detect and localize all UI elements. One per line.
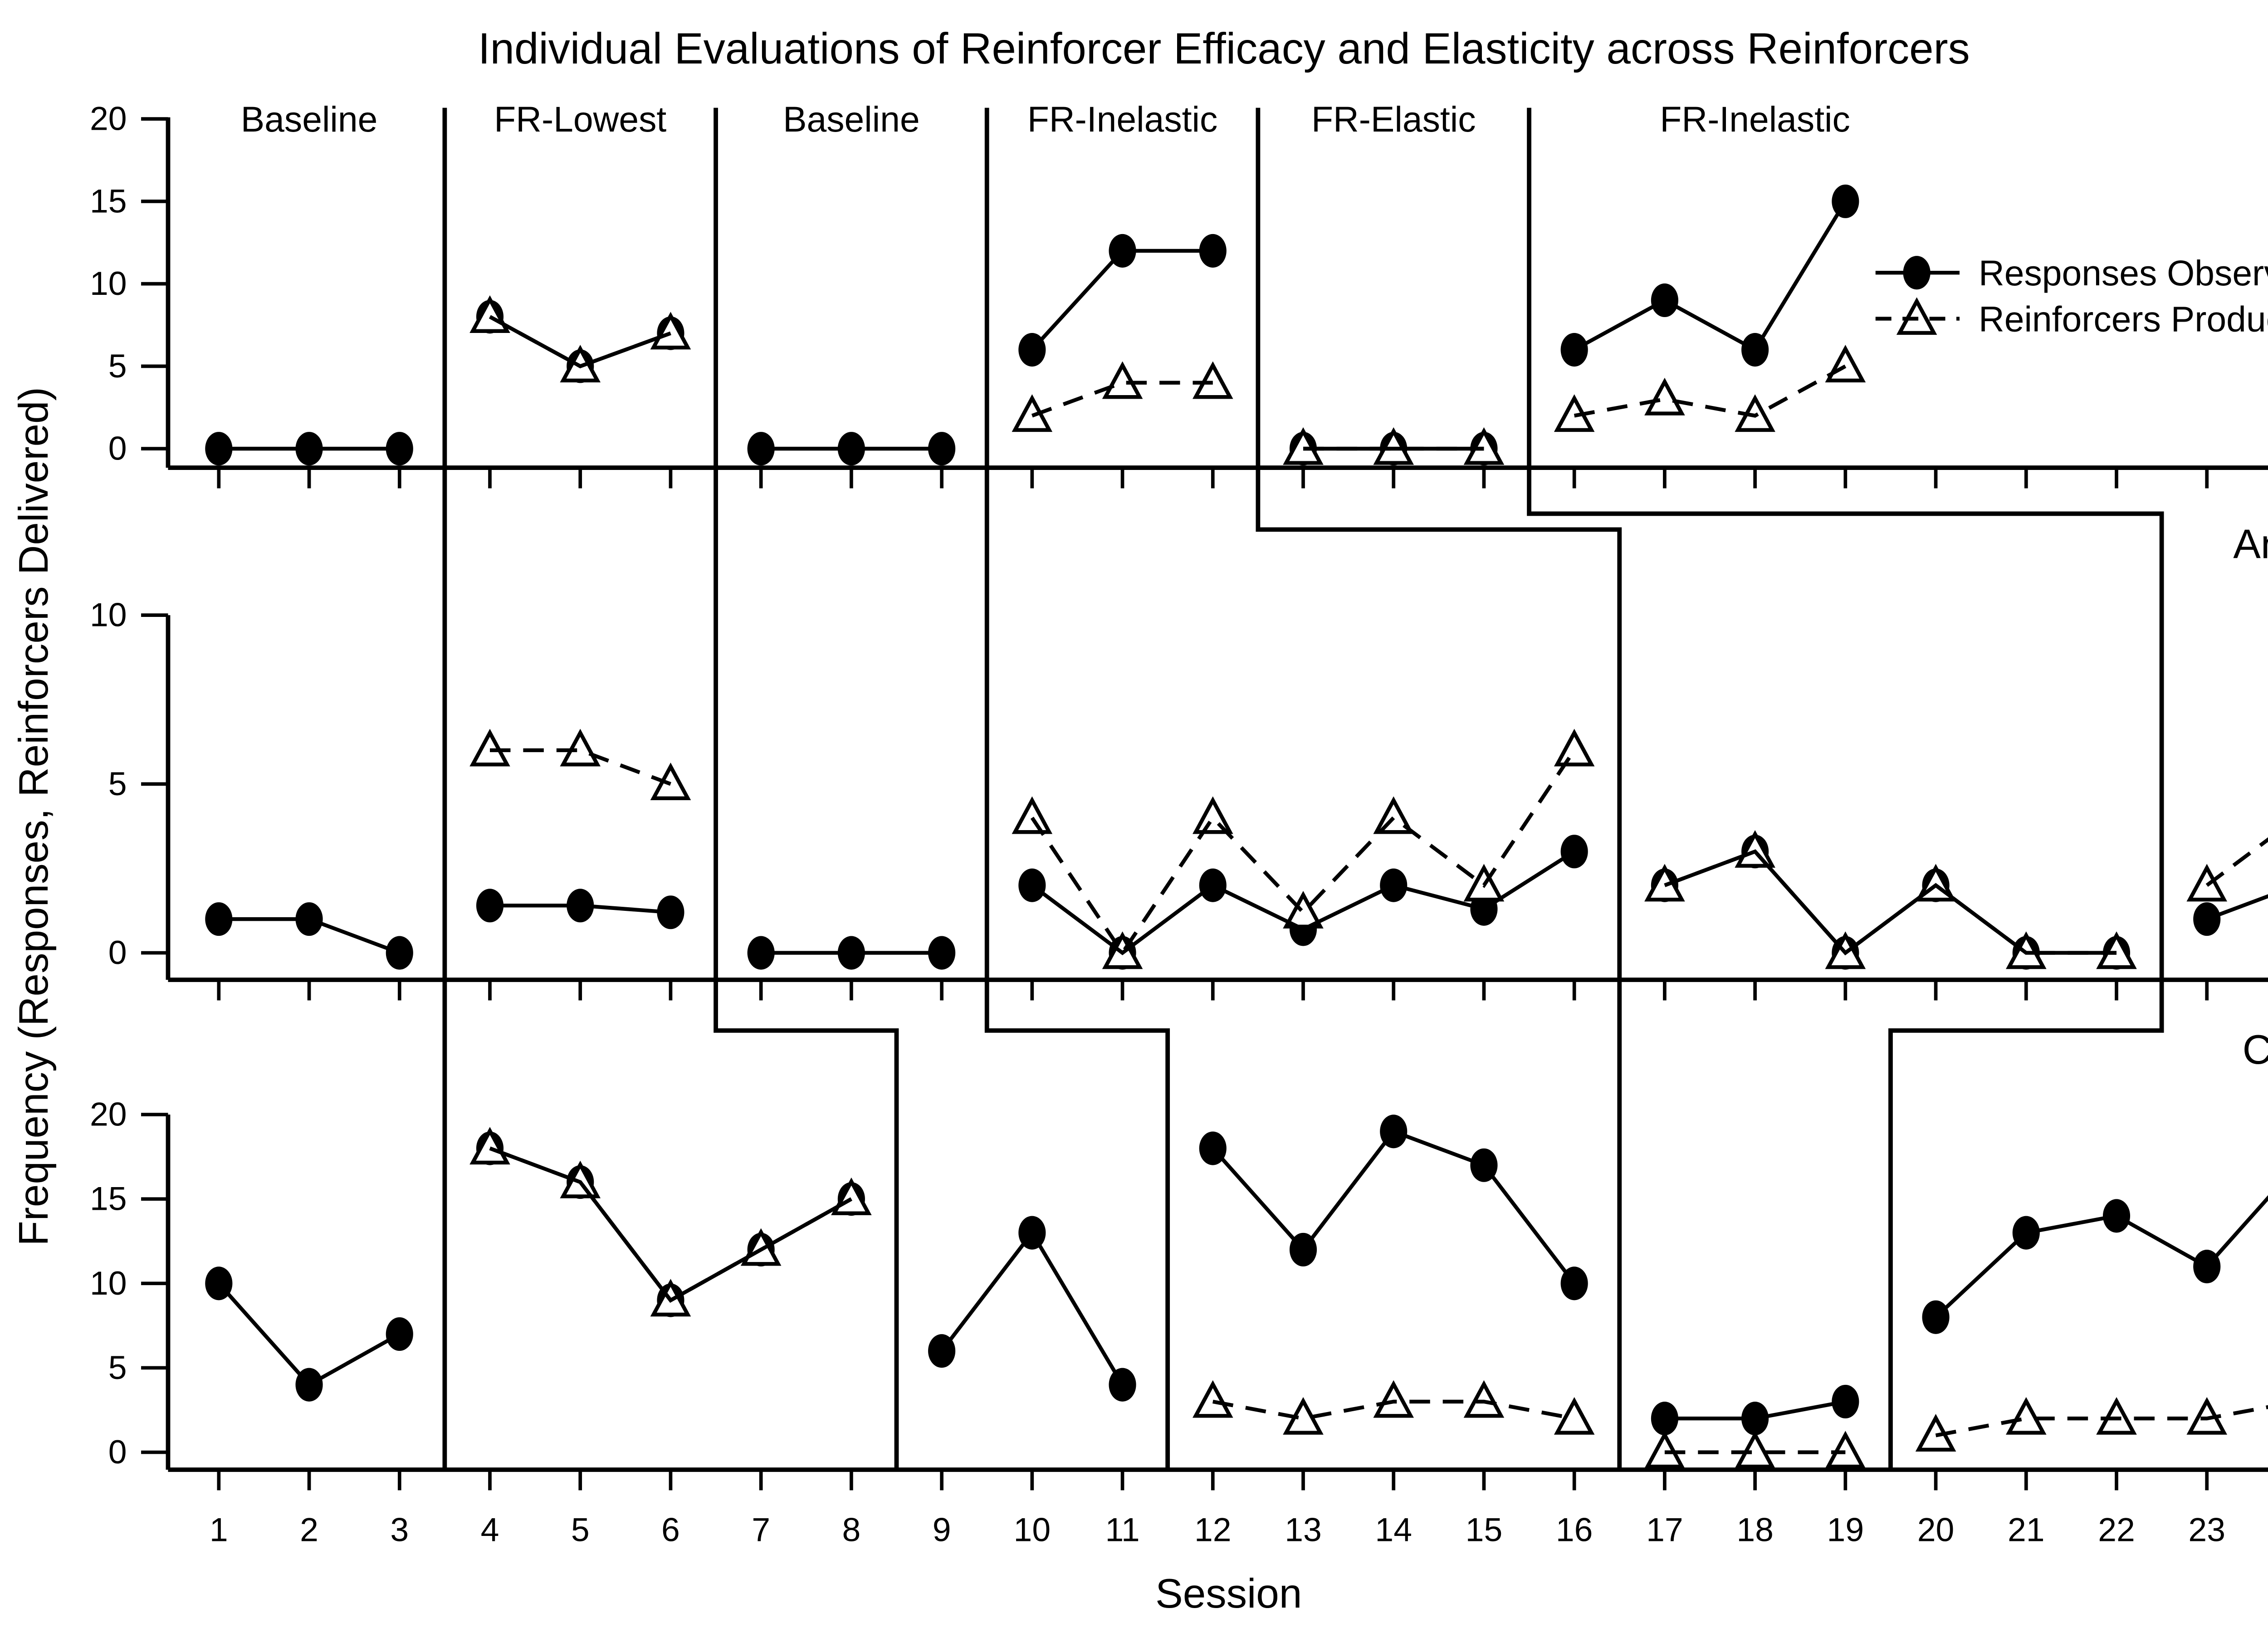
responses-line: [940, 1229, 1124, 1386]
x-tick-label: 14: [1375, 1511, 1412, 1548]
data-point-responses-circle: [928, 432, 956, 466]
data-point-reinforcers-triangle: [1193, 1380, 1233, 1418]
x-tick-label: 3: [390, 1511, 409, 1548]
y-tick-label: 0: [108, 430, 127, 467]
x-tick-label: 1: [210, 1511, 228, 1548]
x-tick-label: 7: [752, 1511, 770, 1548]
x-tick-label: 2: [300, 1511, 318, 1548]
data-point-responses-circle: [1199, 234, 1227, 268]
phase-label-4: FR-Inelastic: [1027, 99, 1217, 139]
data-point-responses-circle: [386, 432, 413, 466]
phase-label-6: FR-Inelastic: [1660, 99, 1850, 139]
x-tick-label: 21: [2008, 1511, 2045, 1548]
data-point-reinforcers-triangle: [650, 312, 691, 350]
data-point-responses-circle: [1109, 1368, 1136, 1402]
x-tick-label: 10: [1014, 1511, 1051, 1548]
data-point-responses-circle: [205, 902, 233, 936]
data-point-responses-circle: [205, 432, 233, 466]
responses-line: [1211, 1129, 1576, 1285]
data-point-reinforcers-triangle: [1283, 890, 1324, 929]
responses-line: [219, 917, 401, 955]
y-tick-label: 15: [90, 1180, 127, 1217]
x-tick-label: 6: [661, 1511, 680, 1548]
x-tick-label: 19: [1827, 1511, 1864, 1548]
data-point-reinforcers-triangle: [469, 1127, 510, 1165]
y-tick-label: 10: [90, 1265, 127, 1302]
chart-title: Individual Evaluations of Reinforcer Eff…: [478, 24, 1970, 73]
responses-line: [1934, 1195, 2268, 1319]
y-axis-title: Frequency (Responses, Reinforcers Delive…: [11, 387, 57, 1246]
data-point-reinforcers-triangle: [1554, 728, 1595, 767]
reinforcers-line: [489, 315, 671, 368]
x-tick-label: 9: [933, 1511, 951, 1548]
y-tick-label: 20: [90, 100, 127, 137]
y-tick-label: 0: [108, 934, 127, 971]
data-point-responses-circle: [928, 936, 956, 970]
responses-line: [1573, 200, 1847, 352]
responses-line: [1664, 1399, 1846, 1421]
y-tick-label: 5: [108, 765, 127, 802]
y-tick-label: 5: [108, 347, 127, 385]
phase-boundary-line-2: [714, 108, 899, 1470]
x-tick-label: 15: [1466, 1511, 1503, 1548]
x-tick-label: 4: [481, 1511, 499, 1548]
x-tick-label: 12: [1194, 1511, 1232, 1548]
y-tick-label: 10: [90, 265, 127, 302]
reinforcers-line: [489, 1146, 852, 1303]
y-tick-label: 5: [108, 1349, 127, 1386]
phase-label-5: FR-Elastic: [1311, 99, 1476, 139]
data-point-responses-circle: [1922, 1300, 1950, 1334]
subject-label-charles: Charles: [2243, 1027, 2268, 1073]
x-tick-label: 23: [2188, 1511, 2225, 1548]
y-tick-label: 20: [90, 1096, 127, 1133]
responses-line: [2206, 894, 2268, 921]
x-tick-label: 22: [2098, 1511, 2135, 1548]
responses-line: [217, 1282, 401, 1387]
responses-line: [490, 904, 671, 914]
x-tick-label: 17: [1646, 1511, 1683, 1548]
reinforcers-line: [1935, 1405, 2268, 1437]
reinforcers-line: [1664, 849, 2117, 956]
phase-label-3: Baseline: [783, 99, 920, 139]
data-point-reinforcers-triangle: [1012, 796, 1053, 834]
data-point-responses-circle: [386, 936, 413, 970]
responses-line: [1031, 249, 1213, 351]
reinforcers-line: [1574, 364, 1847, 418]
reinforcers-line: [1212, 1399, 1575, 1421]
x-tick-label: 11: [1105, 1511, 1139, 1548]
x-tick-label: 5: [571, 1511, 590, 1548]
phase-boundary-line-4: [1256, 108, 1622, 1470]
phase-label-2: FR-Lowest: [494, 99, 666, 139]
legend-label-responses: Responses Observed: [1979, 253, 2268, 293]
reinforcers-line: [2205, 837, 2268, 887]
x-tick-label: 8: [842, 1511, 860, 1548]
x-tick-label: 18: [1736, 1511, 1774, 1548]
phase-boundary-line-5: [1527, 108, 2164, 1470]
reinforcers-line: [1030, 749, 1576, 957]
subject-label-anthony: Anthony: [2233, 521, 2268, 567]
x-axis-title: Session: [1155, 1571, 1302, 1617]
responses-line: [1031, 850, 1575, 955]
y-tick-label: 0: [108, 1433, 127, 1471]
x-tick-label: 13: [1285, 1511, 1322, 1548]
data-point-reinforcers-triangle: [1554, 1397, 1595, 1435]
data-point-reinforcers-triangle: [1644, 377, 1685, 416]
y-tick-label: 15: [90, 182, 127, 220]
x-tick-label: 20: [1917, 1511, 1955, 1548]
y-tick-label: 10: [90, 596, 127, 634]
panel-john: [205, 184, 1866, 466]
x-tick-label: 16: [1556, 1511, 1593, 1548]
legend-label-reinforcers: Reinforcers Produced: [1979, 299, 2268, 339]
phase-label-1: Baseline: [241, 99, 378, 139]
phase-boundary-line-3: [984, 108, 1170, 1470]
